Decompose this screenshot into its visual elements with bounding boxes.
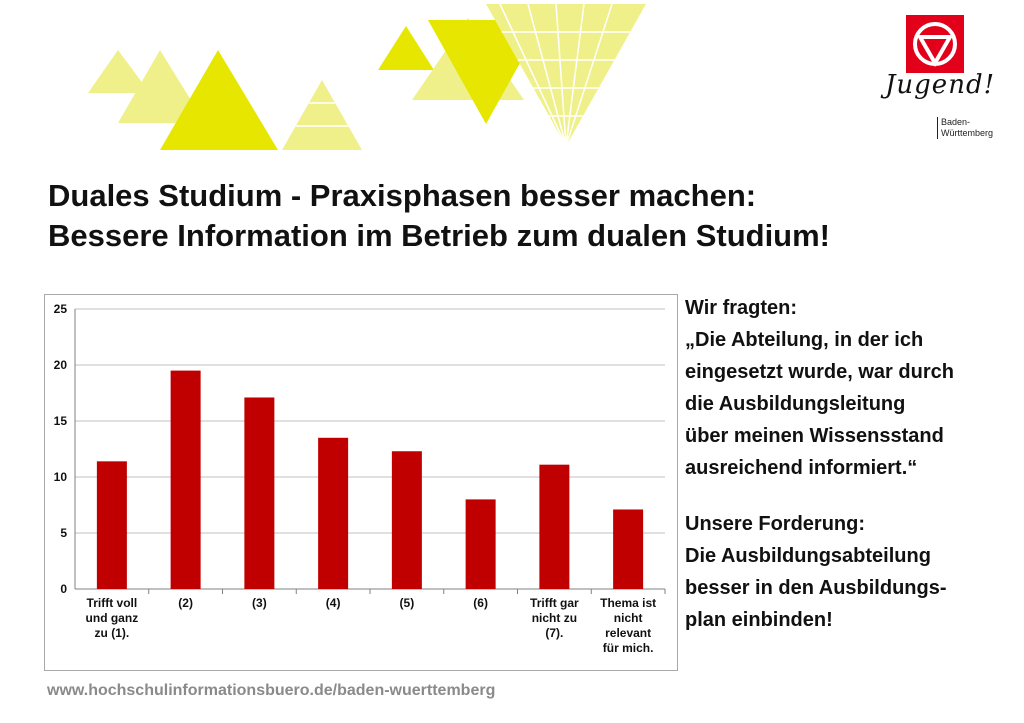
logo-region: Baden- Württemberg xyxy=(937,117,993,139)
x-tick-label: nicht zu xyxy=(532,611,577,625)
demand-line: besser in den Ausbildungs- xyxy=(685,577,947,599)
decorative-triangle xyxy=(160,50,278,150)
bar xyxy=(170,370,201,589)
triangle-pattern-line xyxy=(565,3,585,147)
bar xyxy=(244,397,275,589)
y-tick-label: 5 xyxy=(60,526,67,540)
x-tick-label: (7). xyxy=(545,626,563,640)
triangle-pattern-line xyxy=(527,3,567,147)
question-line: „Die Abteilung, in der ich xyxy=(685,329,924,351)
x-tick-label: nicht xyxy=(614,611,643,625)
triangle-pattern-line xyxy=(555,3,567,147)
x-tick-label: relevant xyxy=(605,626,651,640)
x-tick-label: zu (1). xyxy=(95,626,130,640)
decorative-triangles xyxy=(88,3,646,150)
bar xyxy=(465,499,496,589)
x-tick-label: (4) xyxy=(326,596,341,610)
x-tick-label: Trifft gar xyxy=(530,596,579,610)
y-tick-label: 0 xyxy=(60,582,67,596)
ig-metall-emblem-icon xyxy=(906,15,964,73)
logo-script-text: Jugend! xyxy=(885,70,996,100)
demand-line: Die Ausbildungsabteilung xyxy=(685,545,931,567)
triangle-pattern-line xyxy=(499,3,567,147)
x-tick-label: und ganz xyxy=(86,611,139,625)
title-line-1: Duales Studium - Praxisphasen besser mac… xyxy=(48,178,757,213)
bar xyxy=(96,461,127,589)
question-line: die Ausbildungsleitung xyxy=(685,393,906,415)
y-tick-label: 15 xyxy=(54,414,68,428)
demand-line: Unsere Forderung: xyxy=(685,513,866,535)
y-tick-label: 25 xyxy=(54,302,68,316)
bar xyxy=(318,437,349,589)
decorative-triangle xyxy=(88,50,150,93)
question-line: Wir fragten: xyxy=(685,297,798,319)
bar xyxy=(539,464,570,589)
bar xyxy=(391,451,422,589)
x-tick-label: Trifft voll xyxy=(87,596,138,610)
ig-metall-jugend-logo: Jugend! Baden- Württemberg xyxy=(880,10,1010,150)
page-title: Duales Studium - Praxisphasen besser mac… xyxy=(48,176,830,256)
question-line: eingesetzt wurde, war durch xyxy=(685,361,954,383)
triangle-pattern-line xyxy=(565,3,613,147)
decorative-triangle xyxy=(118,50,205,123)
y-tick-label: 20 xyxy=(54,358,68,372)
demand-line: plan einbinden! xyxy=(685,609,833,631)
question-line: ausreichend informiert.“ xyxy=(685,457,918,479)
y-tick-label: 10 xyxy=(54,470,68,484)
bar-chart: 0 5 10 15 20 25 Trifft voll und ganz zu (1). (2) (… xyxy=(44,294,678,671)
decorative-triangle xyxy=(486,4,646,146)
question-text: Wir fragten: „Die Abteilung, in der ich … xyxy=(685,292,954,636)
x-tick-label: (3) xyxy=(252,596,267,610)
decorative-triangle xyxy=(378,26,434,70)
bar xyxy=(613,509,644,589)
question-line: über meinen Wissensstand xyxy=(685,425,944,447)
x-tick-label: (5) xyxy=(400,596,415,610)
x-tick-label: für mich. xyxy=(603,641,654,655)
decorative-triangle xyxy=(282,80,362,150)
x-tick-label: (2) xyxy=(178,596,193,610)
title-line-2: Bessere Information im Betrieb zum duale… xyxy=(48,218,831,253)
x-tick-label: Thema ist xyxy=(600,596,656,610)
x-tick-label: (6) xyxy=(473,596,488,610)
footer-url: www.hochschulinformationsbuero.de/baden-… xyxy=(47,682,496,699)
